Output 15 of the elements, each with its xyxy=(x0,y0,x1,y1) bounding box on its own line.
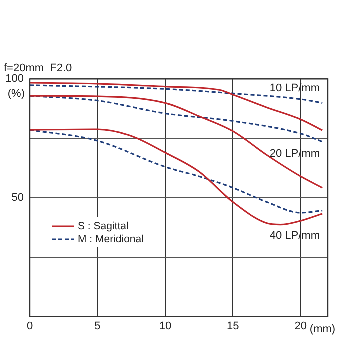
x-tick-label: 5 xyxy=(94,320,101,332)
x-tick-label: 15 xyxy=(227,320,240,332)
line-series xyxy=(30,82,324,132)
x-axis-title: (mm) xyxy=(310,323,336,336)
line-series xyxy=(30,84,324,104)
x-tick-label: 10 xyxy=(159,320,172,332)
y-axis-title: (%) xyxy=(8,88,25,100)
y-tick-label: 100 xyxy=(6,73,24,86)
legend-label: S : Sagittal xyxy=(78,220,129,232)
chart-title: f=20mm F2.0 xyxy=(4,62,72,75)
x-tick-label: 20 xyxy=(294,320,308,332)
x-tick-label: 0 xyxy=(26,320,34,332)
line-series xyxy=(30,95,324,189)
y-tick-label: 50 xyxy=(12,192,24,204)
legend-label: M : Meridional xyxy=(78,233,144,246)
